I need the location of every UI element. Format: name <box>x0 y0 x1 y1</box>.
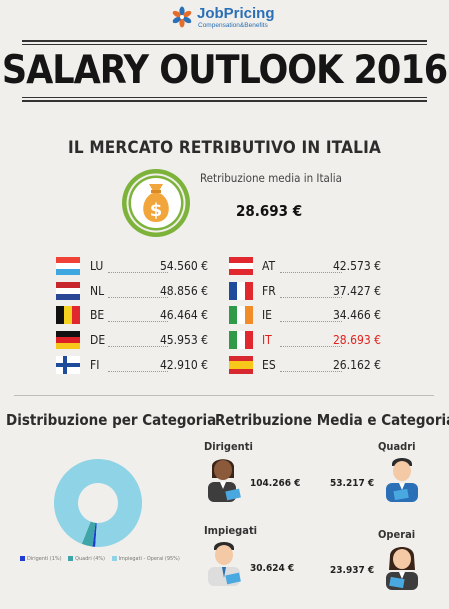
title-rule-top-thin <box>22 44 427 45</box>
category-value-impiegati: 30.624 € <box>250 563 295 574</box>
legend-item-dirigenti: Dirigenti (1%) <box>20 556 62 562</box>
country-value: 46.464 € <box>159 308 208 322</box>
country-code: FR <box>262 284 276 298</box>
category-name-operai: Operai <box>378 528 416 541</box>
flag-it-icon <box>229 331 253 349</box>
logo-flower-icon <box>172 6 192 28</box>
section-divider <box>14 395 434 396</box>
category-name-dirigenti: Dirigenti <box>204 440 253 453</box>
country-code-highlight: IT <box>262 333 272 347</box>
donut-slice-dirigenti <box>92 522 97 547</box>
average-salary-label: Retribuzione media in Italia <box>200 171 342 185</box>
legend-swatch <box>68 556 74 561</box>
flag-ie-icon <box>229 306 253 324</box>
country-value: 42.910 € <box>159 358 208 372</box>
dots <box>108 346 168 347</box>
title-rule-bottom-thin <box>22 97 427 98</box>
category-name-quadri: Quadri <box>378 440 416 453</box>
flag-nl-icon <box>56 282 80 300</box>
country-value: 26.162 € <box>332 358 381 372</box>
flag-fi-icon <box>56 356 80 374</box>
dots <box>280 371 342 372</box>
flag-be-icon <box>56 306 80 324</box>
flag-fr-icon <box>229 282 253 300</box>
category-donut-chart <box>54 459 142 547</box>
country-code: IE <box>262 308 273 322</box>
flag-de-icon <box>56 331 80 349</box>
operai-person-icon <box>386 547 418 590</box>
category-name-impiegati: Impiegati <box>204 524 258 537</box>
dots <box>280 297 342 298</box>
legend-swatch <box>111 556 117 561</box>
legend-item-impiegati-operai: Impiegati - Operai (95%) <box>111 556 180 562</box>
dots <box>280 321 342 322</box>
quadri-person-icon <box>386 458 418 502</box>
title-rule-top <box>22 40 427 42</box>
legend-label: Impiegati - Operai (95%) <box>118 556 180 562</box>
country-value: 48.856 € <box>159 284 208 298</box>
country-code: BE <box>90 308 105 322</box>
country-value: 37.427 € <box>332 284 381 298</box>
country-code: DE <box>90 333 106 347</box>
flag-at-icon <box>229 257 253 275</box>
country-code: FI <box>90 358 100 372</box>
category-value-dirigenti: 104.266 € <box>250 478 301 489</box>
dots <box>280 346 342 347</box>
logo-tagline: Compensation&Benefits <box>198 22 268 29</box>
svg-text:$: $ <box>150 200 163 221</box>
legend-swatch <box>20 556 25 561</box>
donut-slice-impiegati-operai <box>54 459 142 547</box>
country-code: NL <box>90 284 105 298</box>
distribution-title: Distribuzione per Categoria <box>6 411 217 429</box>
country-code: LU <box>90 259 104 273</box>
country-value-highlight: 28.693 € <box>332 333 381 347</box>
legend-item-quadri: Quadri (4%) <box>68 556 105 562</box>
dots <box>108 272 168 273</box>
category-salary-title: Retribuzione Media e Categoria <box>215 411 449 429</box>
section-title: IL MERCATO RETRIBUTIVO IN ITALIA <box>68 138 381 158</box>
dots <box>108 297 168 298</box>
money-bag-icon: $ <box>122 169 190 237</box>
page-title: SALARY OUTLOOK 2016 <box>1 48 448 93</box>
category-value-operai: 23.937 € <box>330 565 375 576</box>
dots <box>108 321 168 322</box>
country-value: 54.560 € <box>159 259 208 273</box>
impiegati-person-icon <box>208 542 241 586</box>
country-code: AT <box>262 259 276 273</box>
country-value: 42.573 € <box>332 259 381 273</box>
dots <box>108 371 168 372</box>
dots <box>280 272 342 273</box>
average-salary-value: 28.693 € <box>236 202 303 220</box>
donut-slice-quadri <box>81 521 96 547</box>
flag-es-icon <box>229 356 253 374</box>
country-value: 45.953 € <box>159 333 208 347</box>
dirigenti-person-icon <box>208 459 241 502</box>
title-rule-bottom <box>22 100 427 102</box>
category-value-quadri: 53.217 € <box>330 478 375 489</box>
donut-legend: Dirigenti (1%) Quadri (4%) Impiegati - O… <box>20 556 185 562</box>
legend-label: Dirigenti (1%) <box>27 556 62 562</box>
country-value: 34.466 € <box>332 308 381 322</box>
jobpricing-logo: JobPricing Compensation&Benefits <box>170 5 280 31</box>
legend-label: Quadri (4%) <box>75 556 105 562</box>
country-code: ES <box>262 358 276 372</box>
logo-name: JobPricing <box>197 5 275 22</box>
flag-lu-icon <box>56 257 80 275</box>
